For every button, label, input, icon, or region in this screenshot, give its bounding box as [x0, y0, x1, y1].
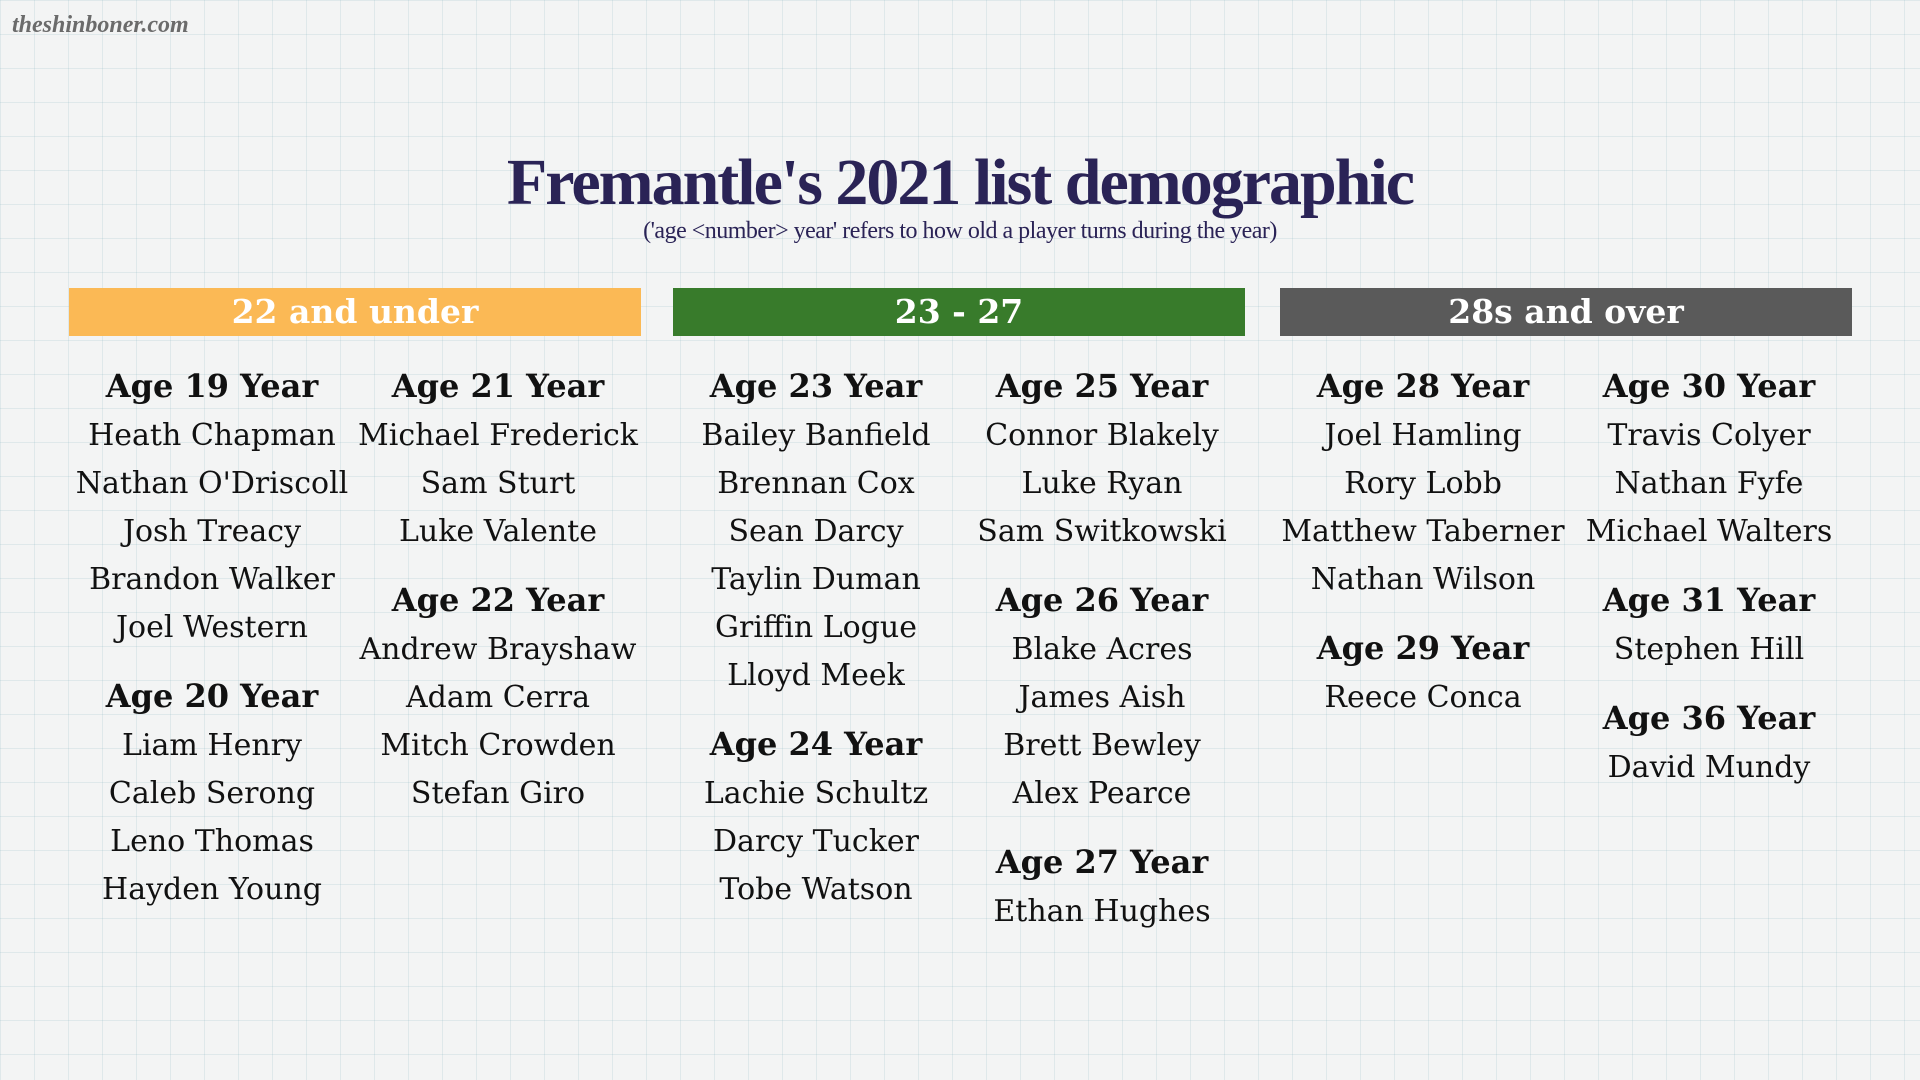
player-name: Connor Blakely	[985, 418, 1219, 453]
player-name: Leno Thomas	[110, 824, 314, 859]
group-header: 23 - 27	[673, 288, 1245, 336]
player-name: Tobe Watson	[719, 872, 913, 907]
player-name: Sam Sturt	[420, 466, 576, 501]
age-column: Age 21 Year Michael Frederick Sam Sturt Luk…	[355, 360, 641, 818]
player-name: Joel Western	[116, 610, 308, 645]
player-name: Caleb Serong	[108, 776, 316, 811]
age-heading: Age 22 Year	[391, 581, 605, 619]
title: Fremantle's 2021 list demographic	[506, 146, 1415, 219]
spacer	[1566, 556, 1852, 574]
player-name: Griffin Logue	[715, 610, 917, 645]
player-name: Heath Chapman	[88, 418, 336, 453]
player-name: Travis Colyer	[1607, 418, 1811, 453]
age-heading: Age 28 Year	[1316, 367, 1530, 405]
source: theshinboner.com	[12, 12, 189, 38]
spacer	[1566, 674, 1852, 692]
player-name: Blake Acres	[1011, 632, 1193, 667]
player-name: Mitch Crowden	[380, 728, 616, 763]
player-name: Stefan Giro	[410, 776, 586, 811]
player-name: Andrew Brayshaw	[359, 632, 637, 667]
spacer	[355, 556, 641, 574]
player-name: Brett Bewley	[1003, 728, 1201, 763]
player-name: Adam Cerra	[405, 680, 590, 715]
spacer	[673, 700, 959, 718]
player-name: Taylin Duman	[711, 562, 921, 597]
player-name: Bailey Banfield	[701, 418, 931, 453]
player-name: Michael Frederick	[358, 418, 638, 453]
group-header: 22 and under	[69, 288, 641, 336]
group-header: 28s and over	[1280, 288, 1852, 336]
player-name: Lachie Schultz	[703, 776, 929, 811]
subtitle: ('age <number> year' refers to how old a…	[643, 218, 1277, 244]
age-heading: Age 30 Year	[1602, 367, 1816, 405]
age-heading: Age 31 Year	[1602, 581, 1816, 619]
player-name: Stephen Hill	[1613, 632, 1805, 667]
player-name: Alex Pearce	[1012, 776, 1192, 811]
age-column: Age 25 Year Connor Blakely Luke Ryan Sam Sw…	[959, 360, 1245, 936]
player-name: Luke Ryan	[1021, 466, 1183, 501]
player-name: Rory Lobb	[1344, 466, 1502, 501]
age-heading: Age 27 Year	[995, 843, 1209, 881]
player-name: Hayden Young	[102, 872, 322, 907]
player-name: Darcy Tucker	[713, 824, 919, 859]
player-name: Nathan Fyfe	[1614, 466, 1804, 501]
player-name: Luke Valente	[399, 514, 597, 549]
player-name: Nathan Wilson	[1310, 562, 1536, 597]
player-name: Joel Hamling	[1324, 418, 1522, 453]
player-name: Liam Henry	[122, 728, 302, 763]
age-column: Age 30 Year Travis Colyer Nathan Fyfe Micha…	[1566, 360, 1852, 792]
age-heading: Age 20 Year	[105, 677, 319, 715]
age-heading: Age 29 Year	[1316, 629, 1530, 667]
age-heading: Age 25 Year	[995, 367, 1209, 405]
age-heading: Age 19 Year	[105, 367, 319, 405]
age-column: Age 19 Year Heath Chapman Nathan O'Driscol…	[69, 360, 355, 914]
player-name: Brennan Cox	[717, 466, 915, 501]
age-heading: Age 24 Year	[709, 725, 923, 763]
age-heading: Age 26 Year	[995, 581, 1209, 619]
player-name: Ethan Hughes	[993, 894, 1211, 929]
spacer	[69, 652, 355, 670]
spacer	[959, 556, 1245, 574]
player-name: Josh Treacy	[122, 514, 302, 549]
player-name: Michael Walters	[1585, 514, 1833, 549]
player-name: Nathan O'Driscoll	[75, 466, 349, 501]
age-column: Age 28 Year Joel Hamling Rory Lobb Matthew …	[1280, 360, 1566, 722]
player-name: Brandon Walker	[89, 562, 335, 597]
player-name: Sam Switkowski	[977, 514, 1227, 549]
age-heading: Age 23 Year	[709, 367, 923, 405]
player-name: David Mundy	[1607, 750, 1811, 785]
player-name: Matthew Taberner	[1281, 514, 1565, 549]
player-name: Sean Darcy	[728, 514, 904, 549]
age-heading: Age 36 Year	[1602, 699, 1816, 737]
age-column: Age 23 Year Bailey Banfield Brennan Cox Sea…	[673, 360, 959, 914]
age-heading: Age 21 Year	[391, 367, 605, 405]
spacer	[959, 818, 1245, 836]
player-name: Lloyd Meek	[727, 658, 905, 693]
spacer	[1280, 604, 1566, 622]
player-name: James Aish	[1018, 680, 1186, 715]
player-name: Reece Conca	[1324, 680, 1522, 715]
